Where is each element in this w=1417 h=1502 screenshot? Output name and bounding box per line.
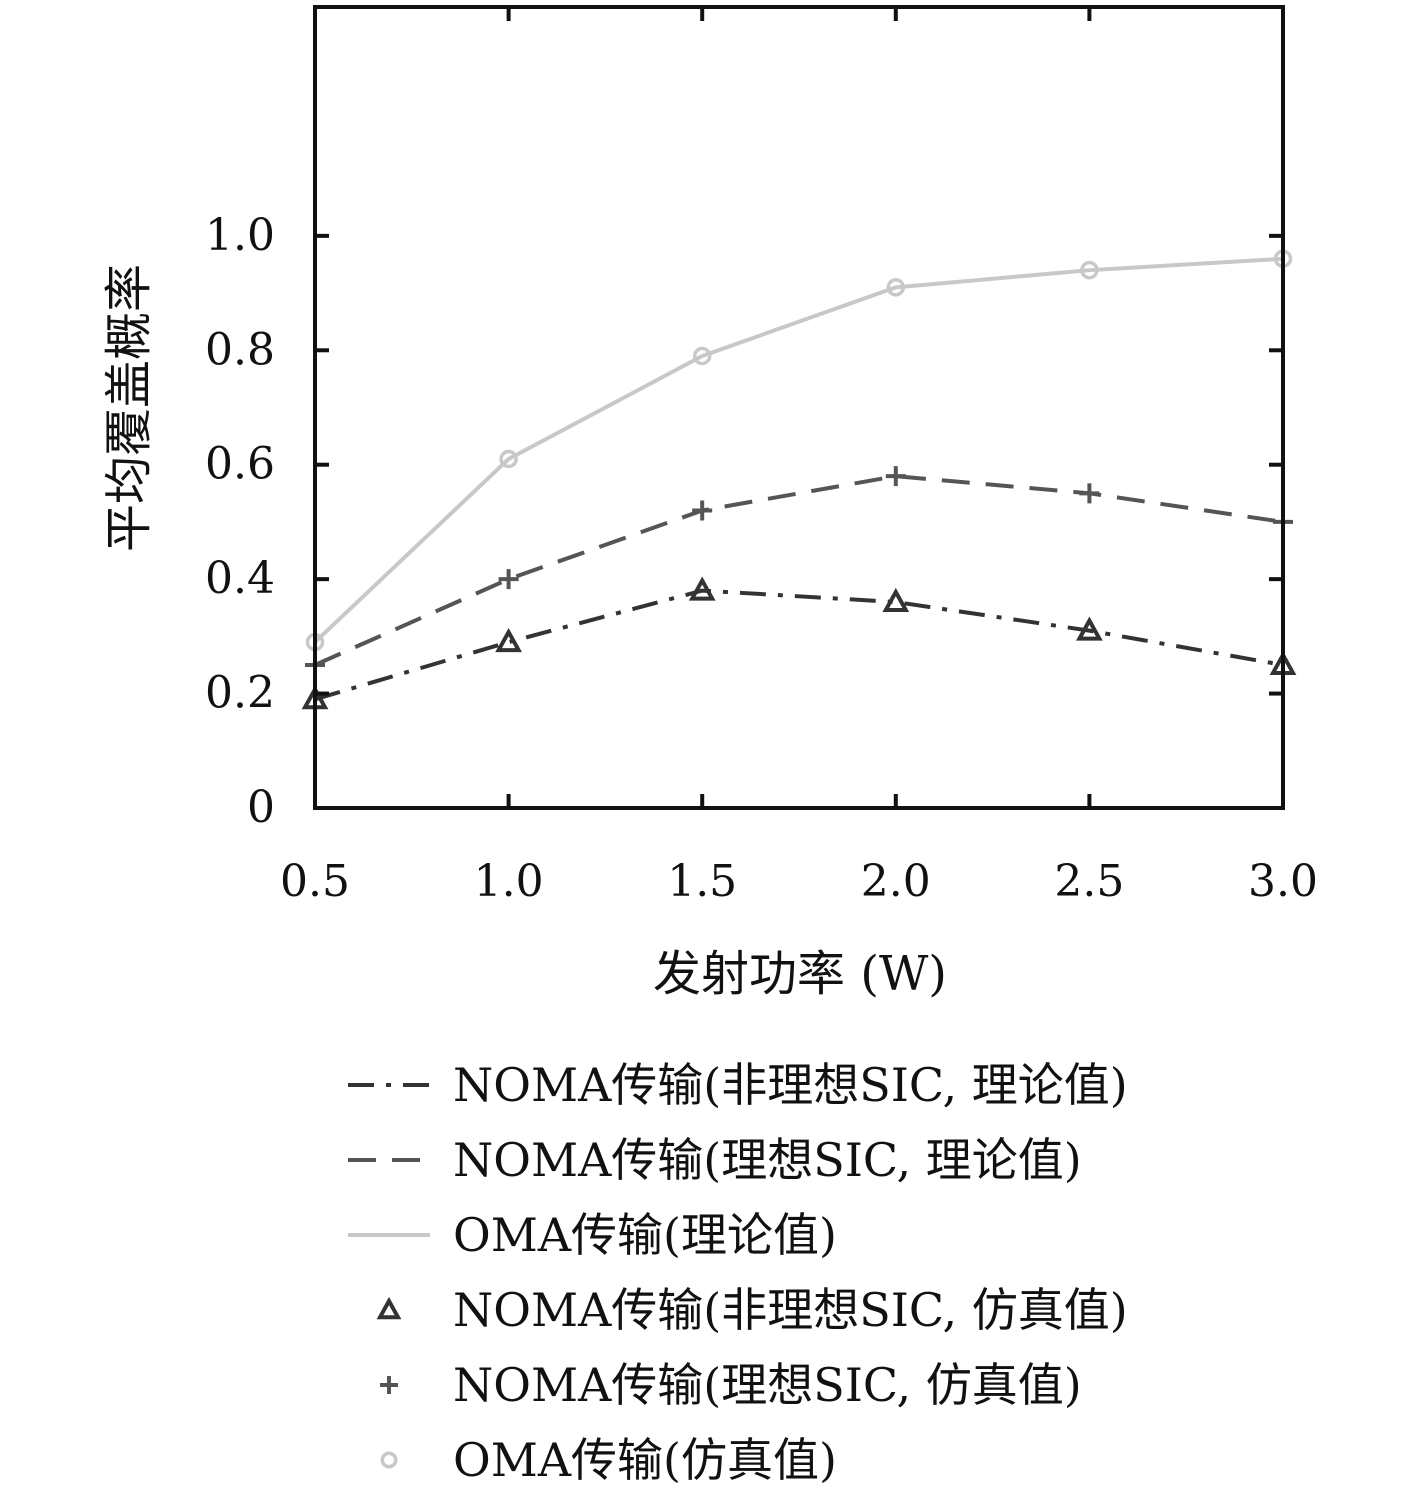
series-line-2 xyxy=(313,256,1284,644)
y-tick-label: 0.4 xyxy=(205,553,275,604)
data-point-3-1 xyxy=(495,627,522,653)
legend-label-1: NOMA传输(理想SIC, 理论值) xyxy=(453,1133,1082,1187)
data-point-5-4 xyxy=(1080,260,1099,280)
legend-marker-5 xyxy=(380,1451,398,1469)
data-point-4-4 xyxy=(1079,483,1100,504)
legend-label-0: NOMA传输(非理想SIC, 理论值) xyxy=(453,1058,1128,1112)
x-tick-label: 2.0 xyxy=(861,856,931,907)
y-tick-label: 0.2 xyxy=(205,668,275,719)
legend-entry-5: OMA传输(仿真值) xyxy=(380,1433,837,1487)
data-point-4-1 xyxy=(498,569,519,590)
x-axis-title: 发射功率 (W) xyxy=(653,946,947,1002)
x-axis: 0.5 1.0 1.5 2.0 2.5 3.0 xyxy=(280,7,1318,907)
x-tick-label: 1.5 xyxy=(667,856,737,907)
plot-frame xyxy=(313,5,1285,810)
y-tick-label: 1.0 xyxy=(205,210,275,261)
legend-marker-3 xyxy=(376,1296,402,1320)
data-point-5-3 xyxy=(886,278,906,297)
legend-label-2: OMA传输(理论值) xyxy=(453,1208,837,1262)
data-point-4-3 xyxy=(885,466,906,487)
y-tick-label: 0.6 xyxy=(205,439,275,490)
x-tick-label: 0.5 xyxy=(280,856,350,907)
legend-entry-0: NOMA传输(非理想SIC, 理论值) xyxy=(348,1058,1128,1112)
data-point-5-2 xyxy=(692,346,712,366)
data-point-3-3 xyxy=(882,587,910,613)
x-tick-label: 3.0 xyxy=(1248,856,1318,907)
y-tick-label: 0 xyxy=(247,782,275,833)
legend-entry-3: NOMA传输(非理想SIC, 仿真值) xyxy=(376,1283,1128,1337)
series-line-0 xyxy=(314,588,1284,702)
data-point-5-1 xyxy=(499,449,518,469)
legend-label-5: OMA传输(仿真值) xyxy=(453,1433,837,1487)
legend-label-3: NOMA传输(非理想SIC, 仿真值) xyxy=(453,1283,1128,1337)
legend-marker-4 xyxy=(380,1376,398,1394)
data-point-3-2 xyxy=(688,576,716,601)
legend-entry-4: NOMA传输(理想SIC, 仿真值) xyxy=(380,1358,1082,1412)
y-tick-label: 0.8 xyxy=(205,324,275,375)
legend-label-4: NOMA传输(理想SIC, 仿真值) xyxy=(453,1358,1082,1412)
data-point-3-4 xyxy=(1076,616,1103,641)
data-point-4-2 xyxy=(692,500,713,521)
plot-area xyxy=(301,5,1297,810)
legend: NOMA传输(非理想SIC, 理论值) NOMA传输(理想SIC, 理论值) OMA… xyxy=(348,1058,1128,1487)
legend-entry-2: OMA传输(理论值) xyxy=(348,1208,837,1262)
x-tick-label: 1.0 xyxy=(474,856,544,907)
series-line-1 xyxy=(314,474,1284,667)
y-axis-title: 平均覆盖概率 xyxy=(101,264,157,552)
x-tick-label: 2.5 xyxy=(1054,856,1124,907)
legend-entry-1: NOMA传输(理想SIC, 理论值) xyxy=(348,1133,1082,1187)
y-axis: 0 0.2 0.4 0.6 0.8 1.0 xyxy=(205,210,1283,833)
